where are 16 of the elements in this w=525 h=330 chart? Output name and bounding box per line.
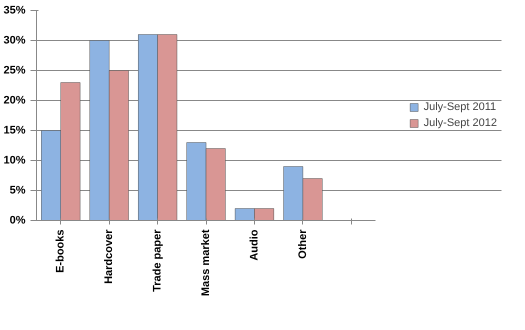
legend-label: July-Sept 2011 [424, 101, 496, 113]
y-tick-label: 15% [3, 124, 26, 136]
y-tick-label: 20% [3, 94, 26, 106]
y-tick-label: 30% [3, 34, 26, 46]
legend-label: July-Sept 2012 [424, 117, 497, 129]
y-tick-label: 10% [3, 154, 26, 166]
y-tick-label: 5% [10, 184, 26, 196]
y-tick-label: 0% [10, 214, 26, 226]
x-tick-label: Mass market [200, 229, 212, 296]
y-tick-label: 35% [3, 4, 26, 16]
x-tick-label: Hardcover [103, 228, 116, 284]
x-tick-label: E-books [54, 229, 67, 273]
x-tick-label: Audio [248, 229, 260, 261]
x-tick-label: Other [296, 228, 309, 259]
y-tick-label: 25% [3, 64, 26, 76]
x-tick-label: Trade paper [152, 228, 164, 292]
